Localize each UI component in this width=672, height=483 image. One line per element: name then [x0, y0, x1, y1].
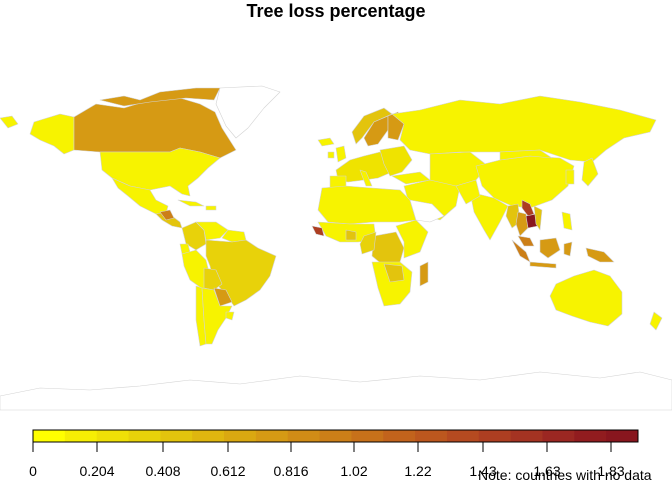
legend-swatch [415, 430, 448, 442]
country-malaysia [517, 235, 535, 247]
country-vietnam [533, 205, 543, 231]
country-venezuela [195, 221, 229, 241]
country-australia [549, 269, 623, 327]
legend-swatch [255, 430, 289, 442]
legend-swatch [128, 430, 161, 442]
legend-swatch [478, 430, 512, 442]
country-iceland [317, 137, 335, 147]
country-india [469, 191, 509, 241]
country-philippines [561, 211, 573, 231]
legend-swatches [33, 430, 639, 442]
country-greenland [215, 85, 281, 139]
legend-tick-label: 1.22 [404, 463, 431, 479]
country-italy [359, 169, 373, 187]
legend-tick-label: 1.63 [533, 463, 560, 479]
north-africa [317, 185, 417, 225]
map-title: Tree loss percentage [246, 1, 426, 21]
legend-swatch [96, 430, 130, 442]
country-layer [0, 85, 672, 411]
country-alaska [29, 113, 75, 155]
legend-tick-label: 1.83 [597, 463, 624, 479]
country-uk [335, 145, 347, 163]
color-legend: 0 0.204 0.408 0.612 0.816 1.02 1.22 1.43 1.63 1.8… [29, 429, 639, 479]
legend-tick-label: 0 [29, 463, 37, 479]
country-thailand [515, 211, 529, 237]
legend-tick-label: 0.816 [273, 463, 308, 479]
legend-swatch [510, 430, 543, 442]
country-korea [565, 169, 575, 185]
legend-swatch [192, 430, 225, 442]
legend-swatch [224, 430, 257, 442]
country-sulawesi [563, 241, 573, 257]
country-borneo [539, 237, 561, 259]
country-dr-congo [371, 231, 405, 267]
legend-tick-label: 0.408 [145, 463, 180, 479]
country-japan [581, 157, 599, 187]
country-cuba [177, 199, 205, 207]
legend-frame [32, 429, 639, 443]
country-new-zealand [649, 311, 663, 331]
legend-swatch [351, 430, 384, 442]
antarctica [0, 371, 672, 411]
legend-swatch [446, 430, 480, 442]
legend-swatch [606, 430, 639, 442]
country-madagascar [419, 261, 429, 287]
country-hispaniola [205, 205, 217, 211]
no-data-note: Note: countries with no data [478, 467, 652, 483]
legend-swatch [287, 430, 321, 442]
legend-swatch [383, 430, 416, 442]
country-liberia [311, 225, 325, 237]
horn-of-africa [409, 199, 445, 223]
country-pakistan [455, 179, 481, 205]
legend-swatch [64, 430, 98, 442]
country-new-guinea [585, 247, 615, 263]
country-ghana-ivory [345, 229, 357, 241]
country-java [529, 261, 557, 269]
legend-swatch [160, 430, 193, 442]
eastern-europe [379, 145, 413, 177]
country-alaska-islands [0, 115, 19, 129]
central-africa [359, 231, 377, 255]
legend-tick-label: 1.43 [469, 463, 496, 479]
country-bolivia [203, 267, 223, 291]
country-russia [391, 95, 657, 163]
legend-swatch [574, 430, 607, 442]
country-argentina [201, 287, 233, 345]
legend-tick-label: 0.204 [79, 463, 114, 479]
country-guatemala [159, 209, 175, 221]
legend-swatch [319, 430, 352, 442]
legend-swatch [33, 430, 66, 442]
country-uruguay [225, 311, 235, 321]
country-mongolia [499, 149, 553, 161]
legend-swatch [542, 430, 575, 442]
legend-ticks: 0 0.204 0.408 0.612 0.816 1.02 1.22 1.43 1.63 1.8… [29, 442, 625, 479]
country-ireland [327, 151, 335, 159]
country-canada [73, 97, 237, 159]
legend-tick-label: 1.02 [340, 463, 367, 479]
country-usa [99, 147, 221, 197]
legend-tick-label: 0.612 [210, 463, 245, 479]
country-zambia [383, 263, 405, 283]
